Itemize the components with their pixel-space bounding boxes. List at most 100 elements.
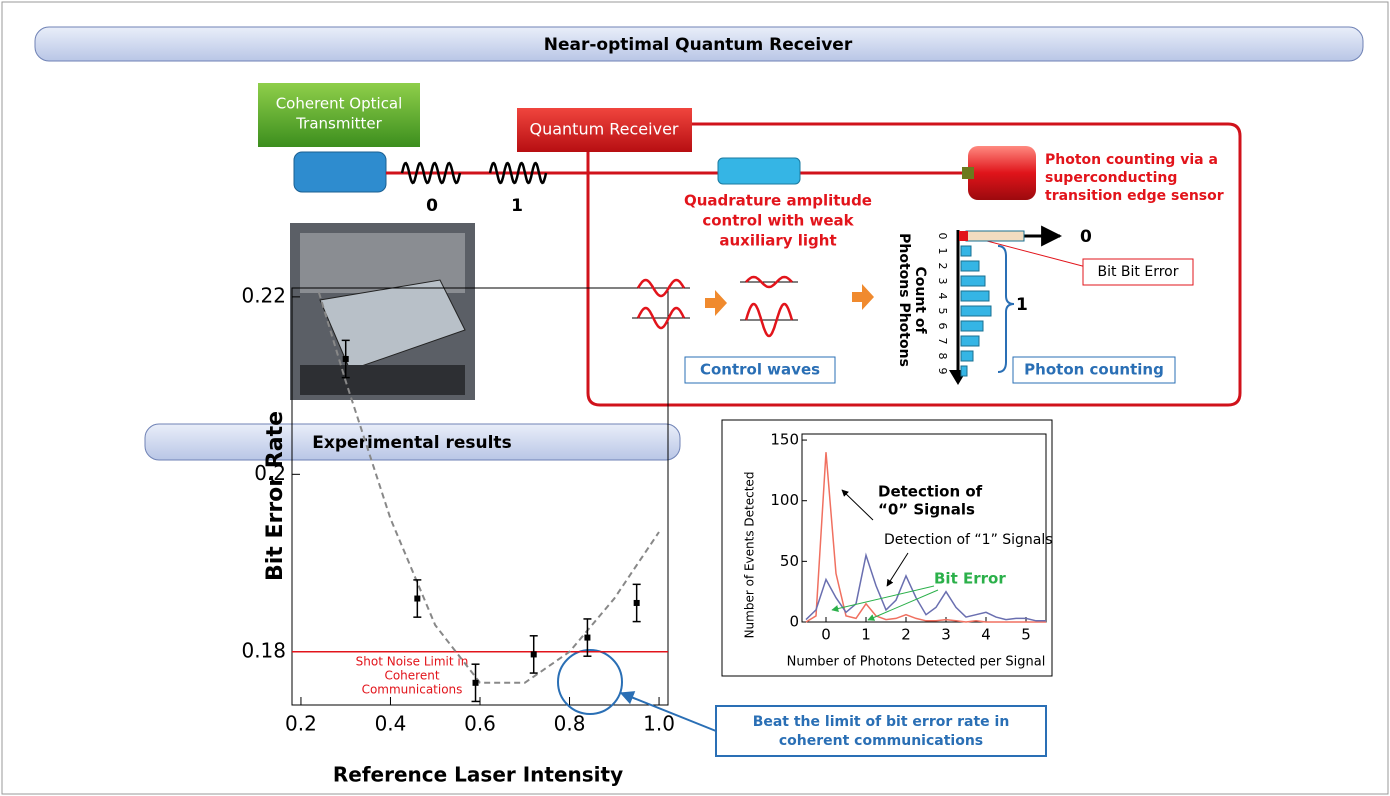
arrow <box>852 284 874 310</box>
y-tick-label: 0.18 <box>241 638 286 662</box>
x-tick-label: 2 <box>901 626 911 644</box>
count-axis-label: Count of <box>912 266 928 334</box>
series-line <box>805 552 1046 622</box>
detector-label: superconducting <box>1045 170 1177 186</box>
limit-label: Coherent <box>384 668 439 682</box>
x-tick-label: 0.4 <box>375 712 407 736</box>
results-bar <box>144 423 681 461</box>
photo <box>300 365 465 395</box>
annotation: Bit Error <box>934 570 1006 588</box>
y-tick-label: 100 <box>770 491 799 509</box>
point <box>530 651 537 658</box>
count-tick-label: 2 <box>936 263 949 270</box>
photo <box>319 279 466 371</box>
hist-panel <box>721 419 1053 677</box>
point <box>633 599 640 606</box>
symbol-label: 1 <box>511 196 523 216</box>
y-axis-label: Number of Events Detected <box>743 472 757 639</box>
count-bar <box>965 230 1025 242</box>
control-label: control with weak <box>702 212 854 230</box>
hist-frame <box>801 433 1047 623</box>
annotation: “0” Signals <box>878 501 975 519</box>
count-bar <box>960 305 992 317</box>
annotation-arrow <box>831 585 935 612</box>
transmitter-label: Coherent Optical <box>276 95 403 113</box>
error-marker <box>959 231 968 241</box>
count-tick-label: 3 <box>936 278 949 285</box>
receiver-box <box>517 108 692 152</box>
point <box>342 355 349 362</box>
header-bar <box>34 26 1364 62</box>
error-label: Bit Bit Error <box>1098 264 1179 280</box>
x-tick-label: 4 <box>981 626 991 644</box>
detector-label: transition edge sensor <box>1045 188 1224 204</box>
count-bar <box>960 245 972 257</box>
transmitter-device <box>293 151 387 193</box>
detector-label: Photon counting via a <box>1045 152 1218 168</box>
detector <box>968 146 1036 200</box>
count-tick-label: 6 <box>936 323 949 330</box>
wave <box>636 278 686 298</box>
x-tick-label: 3 <box>941 626 951 644</box>
detector-window <box>962 167 974 179</box>
x-tick-label: 0.2 <box>285 712 317 736</box>
count-tick-label: 0 <box>936 233 949 240</box>
results-title: Experimental results <box>312 433 511 453</box>
x-tick-label: 5 <box>1021 626 1031 644</box>
point <box>472 679 479 686</box>
output-label: 0 <box>1080 227 1092 247</box>
x-tick-label: 1.0 <box>643 712 675 736</box>
wave <box>488 161 548 185</box>
y-axis-label: Bit Error Rate <box>263 411 288 581</box>
wave <box>636 306 686 330</box>
callout-pointer <box>619 691 717 732</box>
wave <box>744 302 794 338</box>
y-tick-label: 0 <box>789 613 799 631</box>
annotation-arrow <box>841 489 874 521</box>
y-tick-label: 0.22 <box>241 283 286 307</box>
receiver-label: Quantum Receiver <box>530 120 679 139</box>
count-tick-label: 1 <box>936 248 949 255</box>
x-tick-label: 0.8 <box>554 712 586 736</box>
control-label: Quadrature amplitude <box>684 192 872 210</box>
fit-curve <box>317 292 660 684</box>
count-bar <box>960 350 974 362</box>
error-box <box>1082 258 1194 286</box>
count-tick-label: 8 <box>936 353 949 360</box>
count-bar <box>960 260 980 272</box>
count-tick-label: 7 <box>936 338 949 345</box>
caption-box <box>1012 356 1176 384</box>
y-tick-label: 0.2 <box>254 461 286 485</box>
limit-label: Shot Noise Limit in <box>356 654 469 668</box>
modulator <box>717 157 801 185</box>
count-bar <box>960 335 980 347</box>
x-tick-label: 1 <box>861 626 871 644</box>
x-axis-label: Number of Photons Detected per Signal <box>787 655 1046 670</box>
callout: coherent communications <box>779 733 983 749</box>
annotation-arrow <box>867 589 939 621</box>
annotation: Detection of <box>878 483 983 501</box>
limit-label: Communications <box>362 682 463 696</box>
symbol-label: 0 <box>426 196 438 216</box>
x-tick-label: 0 <box>821 626 831 644</box>
control-label: auxiliary light <box>719 232 836 250</box>
control-caption: Control waves <box>700 361 820 379</box>
y-tick-label: 150 <box>770 431 799 449</box>
point <box>414 595 421 602</box>
callout-box <box>715 705 1047 757</box>
count-tick-label: 5 <box>936 308 949 315</box>
brace <box>997 245 1015 373</box>
count-tick-label: 4 <box>936 293 949 300</box>
annotation-arrow <box>886 552 909 587</box>
transmitter-label: Transmitter <box>295 115 382 133</box>
count-bar <box>960 365 968 377</box>
y-tick-label: 50 <box>780 552 799 570</box>
count-bar <box>960 320 984 332</box>
count-tick-label: 9 <box>936 368 949 375</box>
count-bar <box>960 290 990 302</box>
count-bar <box>960 275 986 287</box>
point <box>584 634 591 641</box>
callout: Beat the limit of bit error rate in <box>753 714 1010 730</box>
